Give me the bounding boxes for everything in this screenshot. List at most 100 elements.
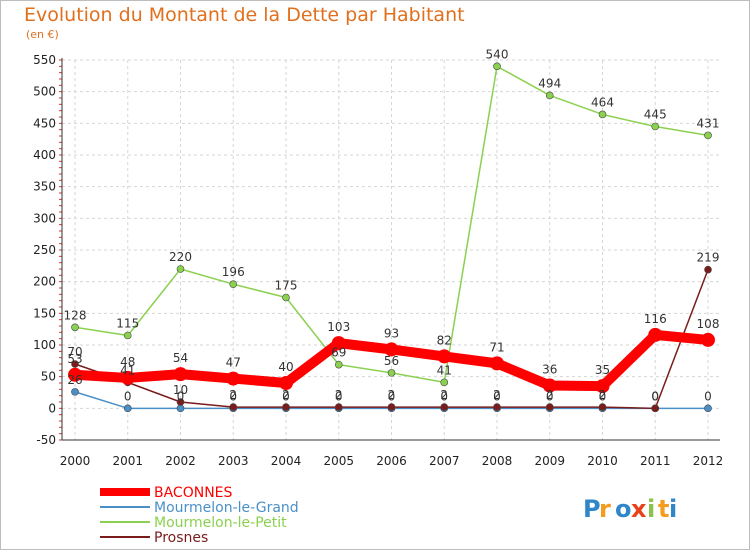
data-label: 93	[384, 326, 399, 340]
data-label: 2	[493, 388, 501, 402]
proxiti-logo: Pr o x i t i	[583, 495, 677, 523]
data-label: 10	[173, 383, 188, 397]
chart-title: Evolution du Montant de la Dette par Hab…	[24, 4, 465, 26]
data-point	[71, 323, 79, 332]
brand-letter: x	[631, 495, 647, 523]
y-tick-label: 0	[48, 401, 56, 415]
data-label: 0	[229, 389, 237, 403]
data-point	[437, 349, 452, 364]
y-tick-label: 350	[33, 180, 56, 194]
data-point	[542, 378, 557, 393]
data-label: 103	[327, 320, 350, 334]
data-label: 0	[282, 389, 290, 403]
data-label: 116	[644, 312, 667, 326]
data-point	[704, 265, 712, 274]
y-tick-label: -50	[36, 433, 56, 447]
data-point	[120, 370, 135, 385]
data-point	[651, 122, 660, 131]
data-label: 0	[493, 389, 501, 403]
data-point	[334, 360, 343, 369]
y-tick-label: 400	[33, 148, 56, 162]
brand-letter: i	[647, 495, 655, 523]
data-label: 2	[388, 388, 396, 402]
data-point	[71, 360, 79, 368]
data-point	[229, 403, 238, 411]
data-label: 41	[120, 363, 135, 377]
data-point	[176, 404, 185, 413]
data-label: 48	[120, 355, 135, 369]
x-tick-label: 2007	[429, 454, 460, 468]
legend-label: Mourmelon-le-Grand	[154, 500, 299, 516]
x-tick-label: 2001	[112, 454, 143, 468]
data-point	[648, 327, 663, 342]
data-label: 69	[331, 346, 346, 360]
data-point	[176, 265, 185, 273]
data-label: 0	[599, 389, 607, 403]
x-tick-label: 2010	[587, 454, 618, 468]
data-point	[595, 379, 610, 394]
data-label: 2	[546, 388, 554, 402]
data-label: 2	[440, 388, 448, 402]
data-point	[282, 403, 290, 411]
data-point	[279, 376, 293, 390]
data-point	[493, 62, 501, 71]
chart-unit-label: (en €)	[26, 28, 59, 41]
data-label: 71	[489, 340, 504, 354]
x-tick-label: 2011	[640, 454, 671, 468]
data-label: 54	[173, 351, 188, 365]
data-point	[598, 403, 607, 411]
y-tick-label: 550	[33, 53, 56, 67]
x-tick-label: 2002	[165, 454, 196, 468]
data-point	[229, 280, 238, 289]
data-point	[387, 403, 396, 411]
data-point	[282, 293, 290, 302]
x-tick-label: 2003	[218, 454, 249, 468]
data-label: 2	[335, 388, 343, 402]
data-label: 26	[67, 373, 82, 387]
legend-label: BACONNES	[154, 485, 233, 501]
data-point	[545, 91, 554, 100]
data-point	[490, 356, 504, 371]
data-point	[651, 404, 660, 413]
data-point	[173, 367, 188, 382]
data-label: 115	[116, 317, 139, 331]
data-point	[598, 110, 607, 119]
data-label: 41	[437, 363, 452, 377]
brand-letter: P	[583, 495, 601, 523]
data-label: 0	[651, 389, 659, 403]
data-label: 0	[335, 389, 343, 403]
data-label: 431	[697, 116, 720, 130]
data-point	[387, 369, 396, 377]
brand-letter: i	[669, 495, 677, 523]
data-label: 219	[697, 251, 720, 265]
data-label: 0	[651, 389, 659, 403]
data-point	[704, 404, 712, 413]
data-label: 0	[704, 389, 712, 403]
x-tick-label: 2008	[482, 454, 513, 468]
data-label: 82	[437, 333, 452, 347]
legend: BACONNESMourmelon-le-GrandMourmelon-le-P…	[100, 485, 299, 546]
x-tick-label: 2000	[60, 454, 91, 468]
data-label: 56	[384, 354, 399, 368]
data-point	[545, 403, 554, 411]
data-point	[331, 336, 346, 351]
data-label: 0	[388, 389, 396, 403]
y-tick-label: 50	[41, 370, 56, 384]
data-label: 220	[169, 250, 192, 264]
y-tick-label: 500	[33, 85, 56, 99]
data-label: 0	[124, 389, 132, 403]
data-label: 0	[546, 389, 554, 403]
data-label: 445	[644, 108, 667, 122]
data-label: 36	[542, 363, 557, 377]
data-point	[440, 378, 449, 387]
x-tick-label: 2009	[534, 454, 565, 468]
y-tick-label: 150	[33, 306, 56, 320]
brand-letter: r	[599, 495, 611, 523]
data-point	[176, 398, 185, 406]
y-tick-label: 100	[33, 338, 56, 352]
y-tick-label: 200	[33, 275, 56, 289]
data-point	[704, 131, 712, 140]
data-label: 108	[697, 317, 720, 331]
data-label: 47	[226, 356, 241, 370]
